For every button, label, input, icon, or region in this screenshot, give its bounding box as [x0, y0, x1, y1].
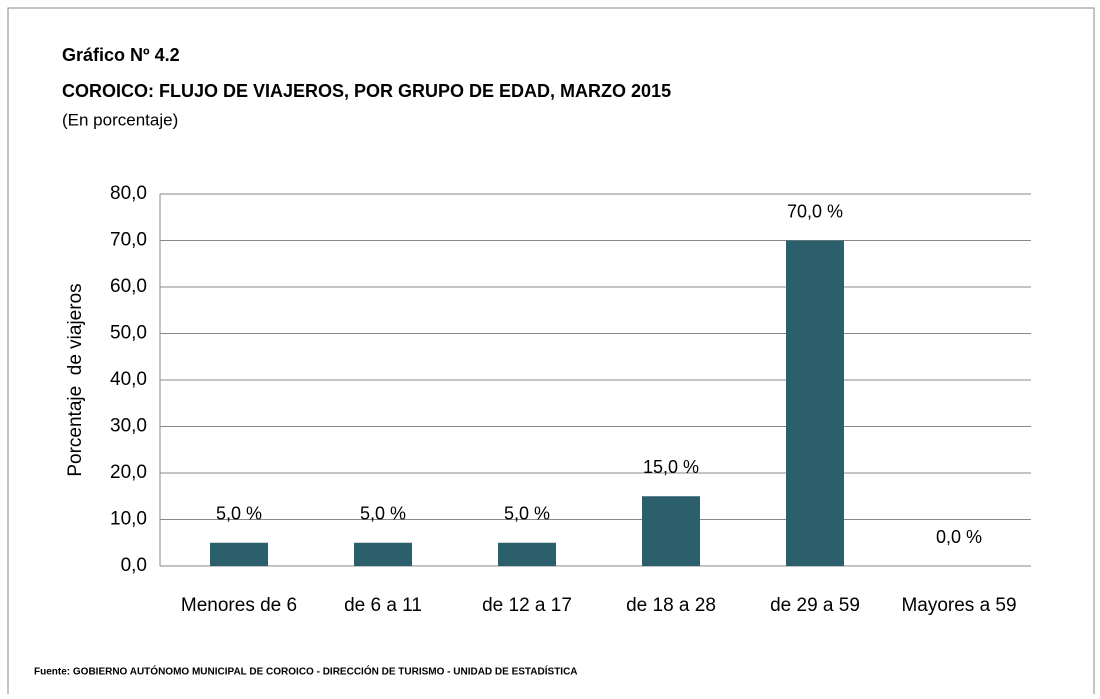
bar	[786, 240, 844, 566]
x-tick-label: de 12 a 17	[482, 595, 572, 616]
value-label: 5,0 %	[216, 504, 262, 524]
source-note: Fuente: GOBIERNO AUTÓNOMO MUNICIPAL DE C…	[34, 665, 578, 678]
y-tick-label: 70,0	[110, 230, 147, 251]
y-tick-label: 10,0	[110, 509, 147, 530]
value-label: 5,0 %	[360, 504, 406, 524]
y-tick-label: 0,0	[121, 555, 147, 576]
chart-title: Gráfico Nº 4.2	[62, 45, 180, 65]
unit-note: (En porcentaje)	[62, 110, 178, 129]
value-label: 5,0 %	[504, 504, 550, 524]
y-tick-label: 50,0	[110, 323, 147, 344]
y-tick-label: 20,0	[110, 462, 147, 483]
value-label: 0,0 %	[936, 527, 982, 547]
value-label: 70,0 %	[787, 201, 843, 221]
y-tick-label: 60,0	[110, 276, 147, 297]
x-tick-label: Mayores a 59	[901, 595, 1016, 616]
x-tick-label: Menores de 6	[181, 595, 297, 616]
frame	[7, 7, 1095, 699]
y-tick-label: 40,0	[110, 369, 147, 390]
y-tick-label: 30,0	[110, 416, 147, 437]
x-tick-label: de 18 a 28	[626, 595, 716, 616]
bar	[498, 542, 556, 566]
x-tick-label: de 6 a 11	[344, 595, 422, 616]
chart-subtitle: COROICO: FLUJO DE VIAJEROS, POR GRUPO DE…	[62, 81, 671, 101]
y-axis-label: Porcentaje de viajeros	[65, 283, 86, 476]
y-tick-label: 80,0	[110, 183, 147, 204]
bar	[210, 542, 268, 566]
value-label: 15,0 %	[643, 457, 699, 477]
bar	[354, 542, 412, 566]
x-tick-label: de 29 a 59	[770, 595, 860, 616]
bar	[642, 496, 700, 566]
